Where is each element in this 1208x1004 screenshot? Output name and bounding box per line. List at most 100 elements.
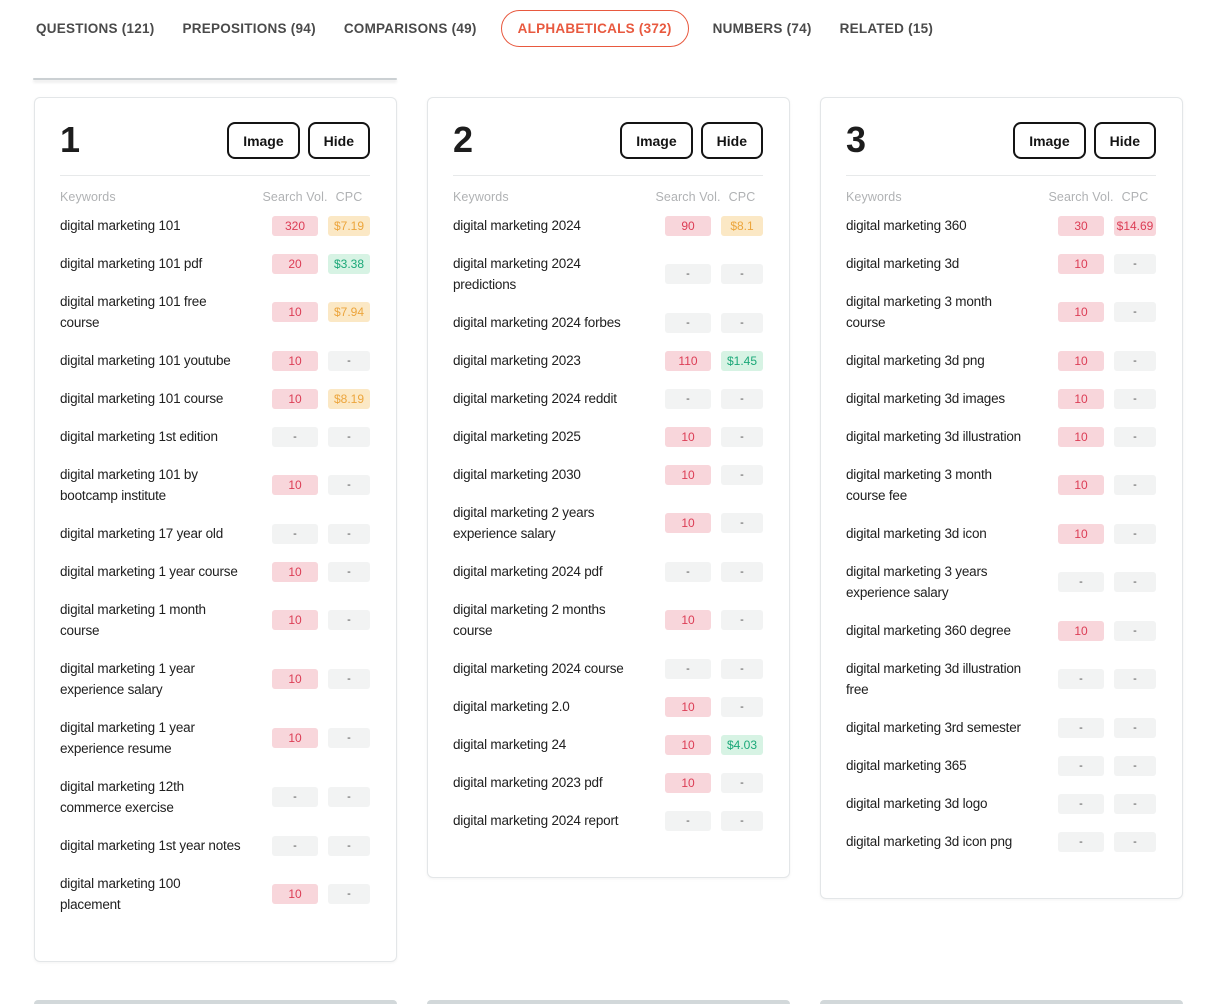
category-tab[interactable]: RELATED (15) (839, 20, 934, 36)
keyword-row[interactable]: digital marketing 2024 course - - (453, 658, 763, 679)
search-volume-badge: 10 (272, 475, 318, 495)
search-volume-badge: 320 (272, 215, 318, 236)
keyword-text: digital marketing 2024 forbes (453, 315, 621, 330)
keyword-row[interactable]: digital marketing 2.0 10 - (453, 696, 763, 717)
category-tab[interactable]: COMPARISONS (49) (343, 20, 477, 36)
keyword-text: digital marketing 2024 course (453, 661, 624, 676)
keyword-text: digital marketing 360 (846, 218, 967, 233)
keyword-row[interactable]: digital marketing 3 month course fee 10 … (846, 464, 1156, 506)
image-button[interactable]: Image (620, 122, 693, 159)
keyword-row[interactable]: digital marketing 2025 10 - (453, 426, 763, 447)
keyword-row[interactable]: digital marketing 101 course 10 $8.19 (60, 388, 370, 409)
card-header: 2 Image Hide (453, 122, 763, 162)
card-divider (453, 175, 763, 176)
search-volume-badge: 10 (272, 610, 318, 630)
keyword-text: digital marketing 3d images (846, 391, 1005, 406)
keyword-row[interactable]: digital marketing 3d illustration 10 - (846, 426, 1156, 447)
cpc-badge: - (328, 426, 370, 447)
keywords-column-header: Keywords (453, 190, 509, 204)
keyword-row[interactable]: digital marketing 2 years experience sal… (453, 502, 763, 544)
keyword-row[interactable]: digital marketing 101 pdf 20 $3.38 (60, 253, 370, 274)
keyword-row[interactable]: digital marketing 17 year old - - (60, 523, 370, 544)
keyword-rows: digital marketing 360 30 $14.69 digital … (846, 215, 1156, 852)
keyword-row[interactable]: digital marketing 2024 report - - (453, 810, 763, 831)
next-card-top-edge (34, 1000, 397, 1004)
search-volume-badge: 10 (1058, 523, 1104, 544)
keyword-text: digital marketing 360 degree (846, 623, 1011, 638)
cpc-badge: - (1114, 302, 1156, 322)
keyword-row[interactable]: digital marketing 1 year course 10 - (60, 561, 370, 582)
keyword-row[interactable]: digital marketing 2023 110 $1.45 (453, 350, 763, 371)
keyword-row[interactable]: digital marketing 2024 forbes - - (453, 312, 763, 333)
keyword-row[interactable]: digital marketing 101 by bootcamp instit… (60, 464, 370, 506)
keyword-row[interactable]: digital marketing 101 youtube 10 - (60, 350, 370, 371)
cpc-badge: $8.1 (721, 215, 763, 236)
hide-button[interactable]: Hide (1093, 122, 1156, 159)
search-volume-badge: - (665, 561, 711, 582)
search-volume-badge: 10 (1058, 253, 1104, 274)
keyword-row[interactable]: digital marketing 2024 predictions - - (453, 253, 763, 295)
keyword-row[interactable]: digital marketing 360 30 $14.69 (846, 215, 1156, 236)
search-volume-badge: 10 (665, 610, 711, 630)
keyword-row[interactable]: digital marketing 3d png 10 - (846, 350, 1156, 371)
image-button[interactable]: Image (1013, 122, 1086, 159)
hide-button[interactable]: Hide (700, 122, 763, 159)
keyword-row[interactable]: digital marketing 3rd semester - - (846, 717, 1156, 738)
keyword-text: digital marketing 2024 pdf (453, 564, 603, 579)
category-tab[interactable]: PREPOSITIONS (94) (182, 20, 316, 36)
search-volume-badge: - (272, 523, 318, 544)
search-volume-badge: 10 (272, 350, 318, 371)
keyword-row[interactable]: digital marketing 3d 10 - (846, 253, 1156, 274)
keyword-text: digital marketing 1 year course (60, 564, 238, 579)
search-volume-badge: - (1058, 755, 1104, 776)
keyword-row[interactable]: digital marketing 100 placement 10 - (60, 873, 370, 915)
keyword-text: digital marketing 3d (846, 256, 960, 271)
keyword-row[interactable]: digital marketing 2 months course 10 - (453, 599, 763, 641)
keyword-row[interactable]: digital marketing 1st edition - - (60, 426, 370, 447)
cpc-badge: $3.38 (328, 253, 370, 274)
image-button[interactable]: Image (227, 122, 300, 159)
keyword-row[interactable]: digital marketing 2024 reddit - - (453, 388, 763, 409)
keyword-row[interactable]: digital marketing 3d illustration free -… (846, 658, 1156, 700)
category-tab[interactable]: NUMBERS (74) (712, 20, 812, 36)
keyword-row[interactable]: digital marketing 3d images 10 - (846, 388, 1156, 409)
keyword-row[interactable]: digital marketing 2024 pdf - - (453, 561, 763, 582)
keyword-row[interactable]: digital marketing 12th commerce exercise… (60, 776, 370, 818)
keyword-row[interactable]: digital marketing 2024 90 $8.1 (453, 215, 763, 236)
keyword-row[interactable]: digital marketing 3d logo - - (846, 793, 1156, 814)
cpc-badge: - (1114, 669, 1156, 689)
category-tab[interactable]: QUESTIONS (121) (36, 20, 155, 36)
keyword-row[interactable]: digital marketing 3d icon png - - (846, 831, 1156, 852)
cpc-badge: - (1114, 620, 1156, 641)
keyword-text: digital marketing 12th commerce exercise (60, 779, 184, 815)
keyword-text: digital marketing 3 month course (846, 294, 992, 330)
keyword-row[interactable]: digital marketing 365 - - (846, 755, 1156, 776)
card-number: 1 (60, 119, 81, 160)
keyword-row[interactable]: digital marketing 101 free course 10 $7.… (60, 291, 370, 333)
keyword-row[interactable]: digital marketing 24 10 $4.03 (453, 734, 763, 755)
keyword-row[interactable]: digital marketing 360 degree 10 - (846, 620, 1156, 641)
keyword-row[interactable]: digital marketing 1st year notes - - (60, 835, 370, 856)
keyword-row[interactable]: digital marketing 2030 10 - (453, 464, 763, 485)
hide-button[interactable]: Hide (307, 122, 370, 159)
category-tab[interactable]: ALPHABETICALS (372) (500, 9, 689, 47)
keyword-text: digital marketing 365 (846, 758, 967, 773)
keyword-text: digital marketing 2023 pdf (453, 775, 603, 790)
cpc-badge: - (328, 835, 370, 856)
keyword-row[interactable]: digital marketing 2023 pdf 10 - (453, 772, 763, 793)
search-volume-badge: 10 (272, 669, 318, 689)
cpc-badge: - (1114, 523, 1156, 544)
keyword-row[interactable]: digital marketing 1 year experience sala… (60, 658, 370, 700)
search-vol-column-header: Search Vol. (1048, 190, 1114, 204)
keyword-card: 3 Image Hide Keywords Search Vol. CPC di… (820, 97, 1183, 899)
keyword-row[interactable]: digital marketing 101 320 $7.19 (60, 215, 370, 236)
keyword-row[interactable]: digital marketing 3d icon 10 - (846, 523, 1156, 544)
search-volume-badge: - (1058, 669, 1104, 689)
keyword-row[interactable]: digital marketing 1 month course 10 - (60, 599, 370, 641)
keyword-row[interactable]: digital marketing 3 month course 10 - (846, 291, 1156, 333)
cpc-badge: - (1114, 755, 1156, 776)
keyword-row[interactable]: digital marketing 1 year experience resu… (60, 717, 370, 759)
keyword-row[interactable]: digital marketing 3 years experience sal… (846, 561, 1156, 603)
keyword-text: digital marketing 2024 (453, 218, 581, 233)
cpc-badge: - (721, 312, 763, 333)
